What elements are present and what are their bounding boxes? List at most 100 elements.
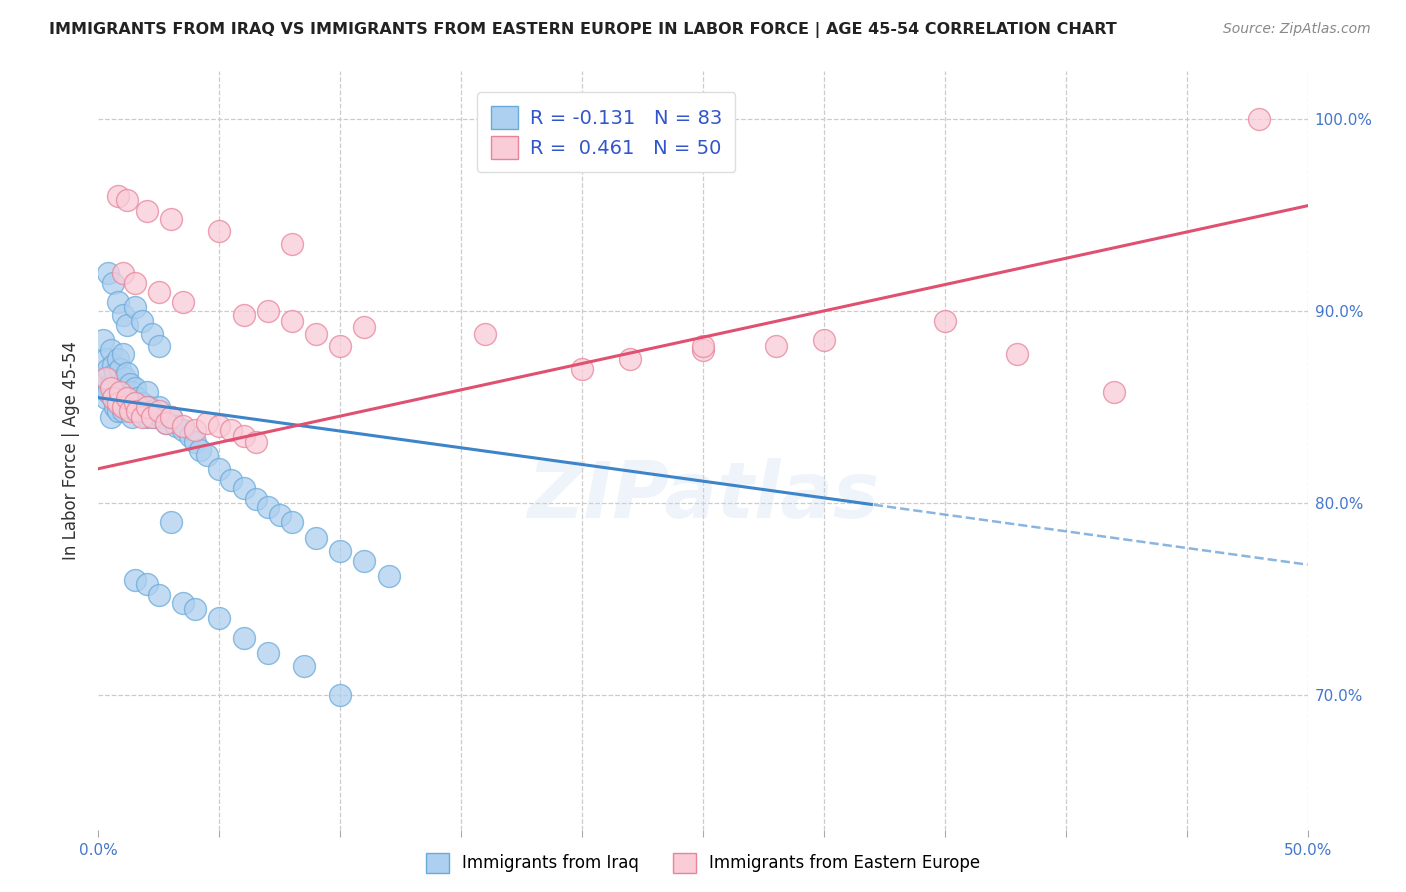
Point: [232, 481, 254, 495]
Point: [111, 404, 134, 418]
Point: [934, 314, 956, 328]
Point: [184, 434, 207, 449]
Point: [148, 588, 170, 602]
Point: [135, 577, 157, 591]
Point: [138, 401, 160, 415]
Point: [281, 314, 304, 328]
Point: [377, 569, 399, 583]
Point: [101, 276, 124, 290]
Point: [148, 401, 170, 415]
Legend: R = -0.131   N = 83, R =  0.461   N = 50: R = -0.131 N = 83, R = 0.461 N = 50: [477, 93, 735, 172]
Point: [184, 423, 207, 437]
Point: [128, 401, 150, 415]
Point: [100, 409, 122, 424]
Point: [124, 276, 146, 290]
Point: [118, 404, 141, 418]
Point: [692, 343, 714, 357]
Point: [208, 461, 231, 475]
Point: [101, 391, 124, 405]
Point: [111, 308, 134, 322]
Point: [281, 237, 304, 252]
Point: [135, 409, 157, 424]
Point: [97, 384, 120, 399]
Point: [114, 371, 136, 385]
Point: [160, 516, 183, 530]
Point: [104, 401, 127, 415]
Point: [256, 646, 278, 660]
Point: [117, 366, 139, 380]
Point: [160, 212, 183, 227]
Point: [131, 409, 153, 424]
Point: [208, 611, 231, 625]
Point: [118, 377, 141, 392]
Point: [305, 531, 328, 545]
Point: [104, 366, 127, 380]
Point: [281, 516, 304, 530]
Point: [135, 204, 157, 219]
Point: [188, 442, 211, 457]
Point: [195, 416, 218, 430]
Point: [329, 688, 352, 702]
Point: [232, 429, 254, 443]
Point: [148, 339, 170, 353]
Point: [172, 596, 194, 610]
Point: [111, 266, 134, 280]
Point: [160, 409, 183, 424]
Point: [111, 401, 134, 415]
Point: [692, 339, 714, 353]
Point: [256, 500, 278, 514]
Point: [1102, 384, 1125, 399]
Point: [245, 492, 267, 507]
Y-axis label: In Labor Force | Age 45-54: In Labor Force | Age 45-54: [62, 341, 80, 560]
Point: [329, 544, 352, 558]
Point: [107, 381, 129, 395]
Point: [172, 423, 194, 437]
Point: [269, 508, 291, 522]
Point: [221, 423, 243, 437]
Point: [195, 448, 218, 462]
Point: [91, 381, 114, 395]
Point: [143, 409, 166, 424]
Point: [329, 339, 352, 353]
Point: [135, 384, 157, 399]
Point: [100, 343, 122, 357]
Point: [172, 294, 194, 309]
Point: [117, 193, 139, 207]
Point: [232, 308, 254, 322]
Point: [108, 384, 131, 399]
Point: [148, 285, 170, 299]
Point: [108, 396, 131, 410]
Point: [124, 396, 146, 410]
Text: IMMIGRANTS FROM IRAQ VS IMMIGRANTS FROM EASTERN EUROPE IN LABOR FORCE | AGE 45-5: IMMIGRANTS FROM IRAQ VS IMMIGRANTS FROM …: [49, 22, 1116, 38]
Point: [172, 419, 194, 434]
Point: [353, 554, 375, 568]
Point: [165, 419, 187, 434]
Point: [1249, 112, 1271, 127]
Point: [155, 416, 177, 430]
Point: [131, 314, 153, 328]
Point: [107, 352, 129, 367]
Point: [94, 352, 117, 367]
Point: [124, 381, 146, 395]
Point: [97, 362, 120, 376]
Point: [141, 404, 163, 418]
Point: [131, 396, 153, 410]
Point: [179, 429, 201, 443]
Point: [94, 371, 117, 385]
Point: [117, 396, 139, 410]
Point: [107, 404, 129, 418]
Point: [474, 327, 496, 342]
Point: [100, 381, 122, 395]
Point: [765, 339, 787, 353]
Point: [208, 419, 231, 434]
Point: [221, 473, 243, 487]
Point: [571, 362, 593, 376]
Point: [118, 404, 141, 418]
Point: [117, 391, 139, 405]
Point: [91, 333, 114, 347]
Point: [160, 409, 183, 424]
Point: [97, 266, 120, 280]
Point: [135, 401, 157, 415]
Point: [100, 377, 122, 392]
Point: [94, 371, 117, 385]
